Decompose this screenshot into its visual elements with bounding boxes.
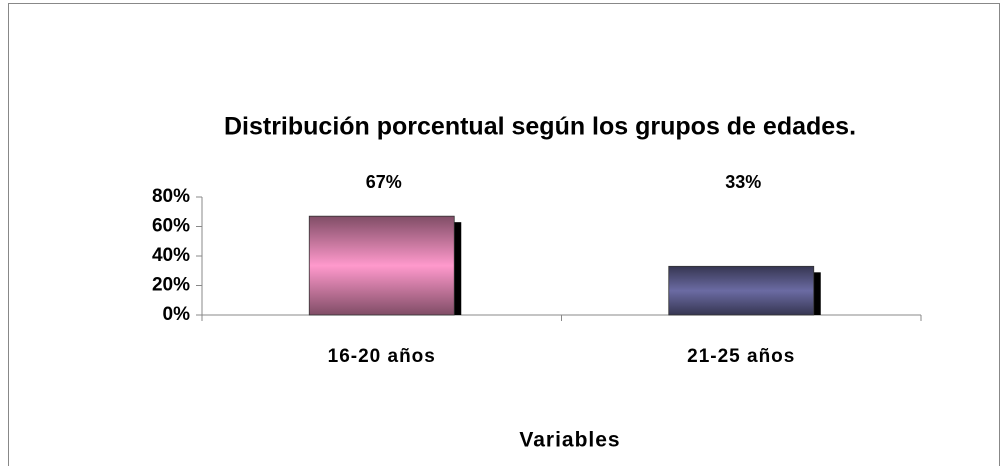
data-label: 67% [366,172,402,192]
data-label: 33% [725,172,761,192]
x-axis-title: Variables [519,429,620,452]
y-tick-label: 20% [152,275,190,296]
chart-title: Distribución porcentual según los grupos… [224,113,856,141]
x-tick-label: 21-25 años [687,346,795,367]
y-tick-label: 60% [152,216,190,237]
bar [308,215,455,316]
y-tick-label: 0% [163,304,191,325]
y-tick-label: 80% [152,186,190,207]
y-tick-label: 40% [152,245,190,266]
chart-border [8,3,1000,466]
bar [668,265,815,316]
x-tick-label: 16-20 años [328,346,436,367]
